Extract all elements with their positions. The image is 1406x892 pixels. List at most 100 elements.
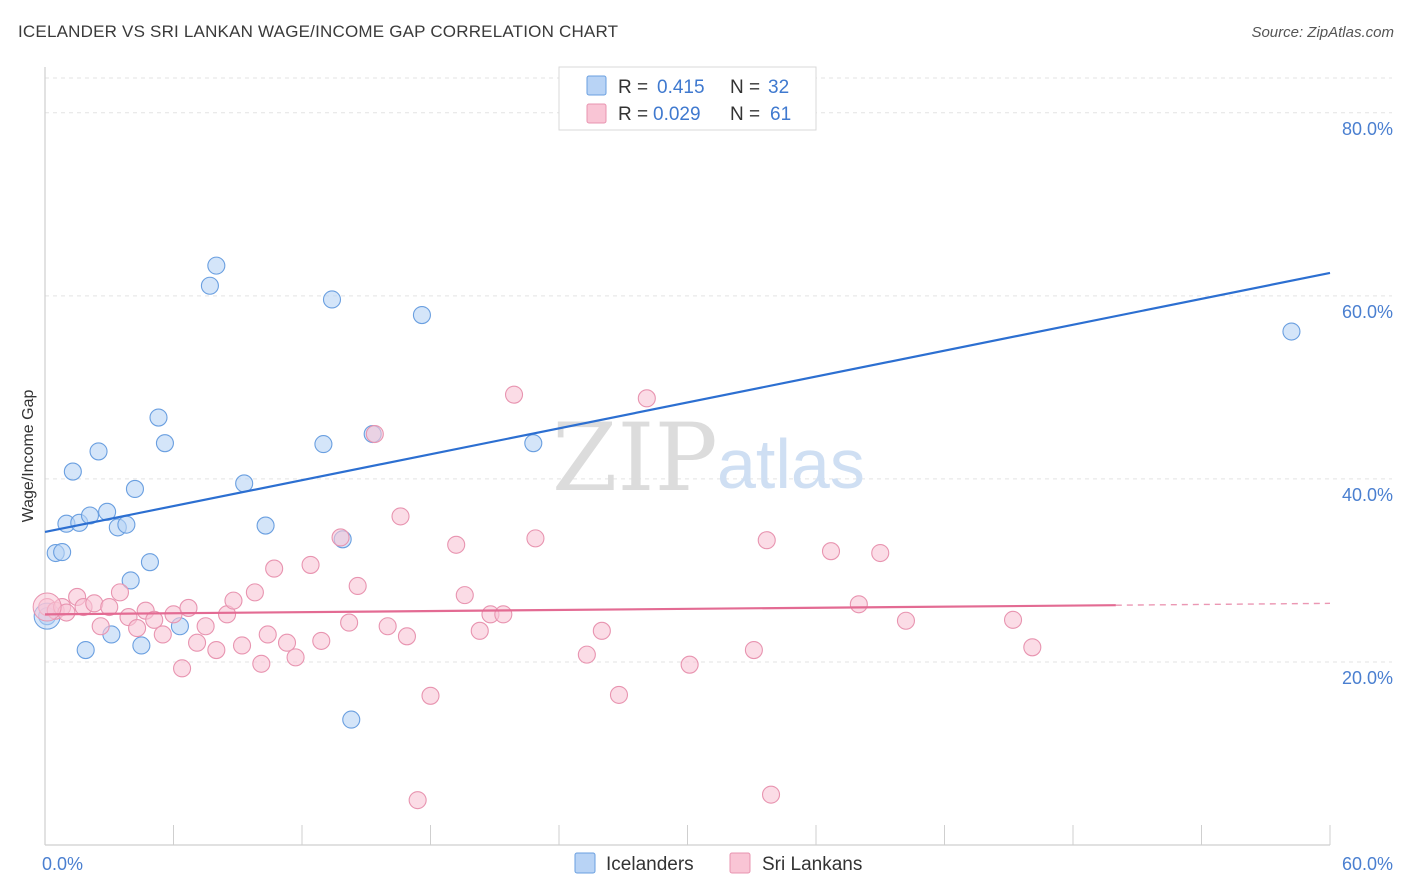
data-point <box>397 627 416 646</box>
trend-line-icelanders <box>44 271 1331 534</box>
data-point-cluster <box>32 592 62 622</box>
legend-n-label-icelanders: N = <box>730 77 760 98</box>
data-point <box>153 625 172 644</box>
data-point <box>224 591 243 610</box>
data-point <box>757 531 776 550</box>
data-point <box>286 648 305 667</box>
data-point <box>455 586 474 605</box>
data-point <box>145 610 164 629</box>
data-point <box>207 640 226 660</box>
trend-lines <box>44 271 1331 616</box>
data-point <box>188 633 207 652</box>
data-point <box>85 594 104 613</box>
trend-line-extension <box>1115 602 1331 606</box>
data-point <box>592 621 611 640</box>
data-point <box>252 654 271 673</box>
data-point <box>314 435 333 454</box>
data-point <box>331 528 350 547</box>
bottom-legend-label-icelanders: Icelanders <box>606 854 694 875</box>
series-sri-lankans-points <box>32 385 1042 810</box>
y-tick-label: 80.0% <box>1342 119 1393 139</box>
watermark-zip: ZIP <box>552 404 718 513</box>
data-point <box>504 385 524 404</box>
legend-swatch-sri-lankans <box>586 103 607 124</box>
y-tick-labels: 20.0% 40.0% 60.0% 80.0% <box>1342 119 1393 688</box>
data-point <box>155 434 174 453</box>
data-point <box>277 633 297 652</box>
legend-r-label-icelanders: R = <box>618 77 648 98</box>
data-point <box>121 571 140 590</box>
data-point <box>447 535 466 554</box>
data-point <box>200 276 219 295</box>
data-point <box>849 595 868 614</box>
legend-n-value-sri-lankans: 61 <box>770 104 791 125</box>
data-point <box>232 636 252 655</box>
data-point <box>524 434 543 453</box>
top-legend: R = 0.415 N = 32 R = 0.029 N = 61 <box>558 66 817 131</box>
chart-source: Source: ZipAtlas.com <box>1251 24 1394 41</box>
grid-lines <box>45 77 1392 663</box>
bottom-legend-swatch-icelanders <box>574 852 596 874</box>
bottom-legend-swatch-sri-lankans <box>729 852 751 874</box>
legend-r-value-icelanders: 0.415 <box>657 77 705 98</box>
data-point <box>494 605 513 624</box>
legend-r-value-sri-lankans: 0.029 <box>653 104 701 125</box>
data-point <box>76 640 95 660</box>
data-point <box>100 597 119 617</box>
data-point <box>744 640 763 660</box>
data-point <box>348 576 367 596</box>
data-point <box>265 559 284 578</box>
bottom-legend: Icelanders Sri Lankans <box>574 852 862 875</box>
trend-line-sri-lankans <box>44 604 1116 616</box>
watermark: ZIP atlas <box>552 404 865 513</box>
legend-n-label-sri-lankans: N = <box>730 104 760 125</box>
data-point <box>173 659 192 678</box>
data-point <box>342 710 361 729</box>
y-tick-label: 60.0% <box>1342 302 1393 322</box>
y-axis-label: Wage/Income Gap <box>20 390 37 523</box>
y-tick-label: 40.0% <box>1342 485 1393 505</box>
data-point <box>609 685 629 704</box>
data-point <box>128 619 147 638</box>
data-point <box>89 442 108 461</box>
data-point <box>322 290 342 309</box>
data-point <box>680 655 699 674</box>
data-point <box>256 516 275 535</box>
data-point <box>421 686 440 705</box>
chart-title: ICELANDER VS SRI LANKAN WAGE/INCOME GAP … <box>18 22 619 41</box>
bottom-legend-label-sri-lankans: Sri Lankans <box>762 854 862 875</box>
data-point <box>378 617 397 636</box>
data-point <box>196 617 215 636</box>
data-point <box>896 611 916 630</box>
data-point <box>412 305 431 325</box>
data-point <box>149 408 168 427</box>
data-point <box>1023 638 1042 657</box>
data-point <box>235 474 254 493</box>
data-point <box>132 636 151 655</box>
data-point <box>1282 322 1301 341</box>
data-point <box>63 462 82 481</box>
data-point <box>365 424 384 444</box>
data-point <box>301 555 320 574</box>
watermark-atlas: atlas <box>717 425 865 503</box>
data-point <box>53 543 72 562</box>
data-point <box>140 553 159 572</box>
legend-swatch-icelanders <box>586 75 607 96</box>
data-point <box>391 507 410 526</box>
legend-r-label-sri-lankans: R = <box>618 104 648 125</box>
axes <box>44 67 1331 846</box>
legend-n-value-icelanders: 32 <box>768 77 789 98</box>
y-tick-label: 20.0% <box>1342 668 1393 688</box>
x-tick-label: 0.0% <box>42 854 83 874</box>
x-tick-labels: 0.0% 60.0% <box>42 854 1393 874</box>
data-point <box>258 625 277 644</box>
data-point <box>408 791 427 810</box>
data-point <box>91 617 110 636</box>
data-point <box>577 645 596 664</box>
data-point <box>340 613 359 632</box>
data-point <box>125 479 144 499</box>
data-point <box>637 389 656 408</box>
data-point <box>821 542 841 561</box>
data-point <box>312 631 331 650</box>
